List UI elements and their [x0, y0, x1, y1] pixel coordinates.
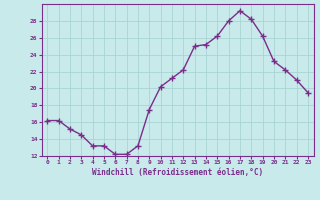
X-axis label: Windchill (Refroidissement éolien,°C): Windchill (Refroidissement éolien,°C) [92, 168, 263, 177]
